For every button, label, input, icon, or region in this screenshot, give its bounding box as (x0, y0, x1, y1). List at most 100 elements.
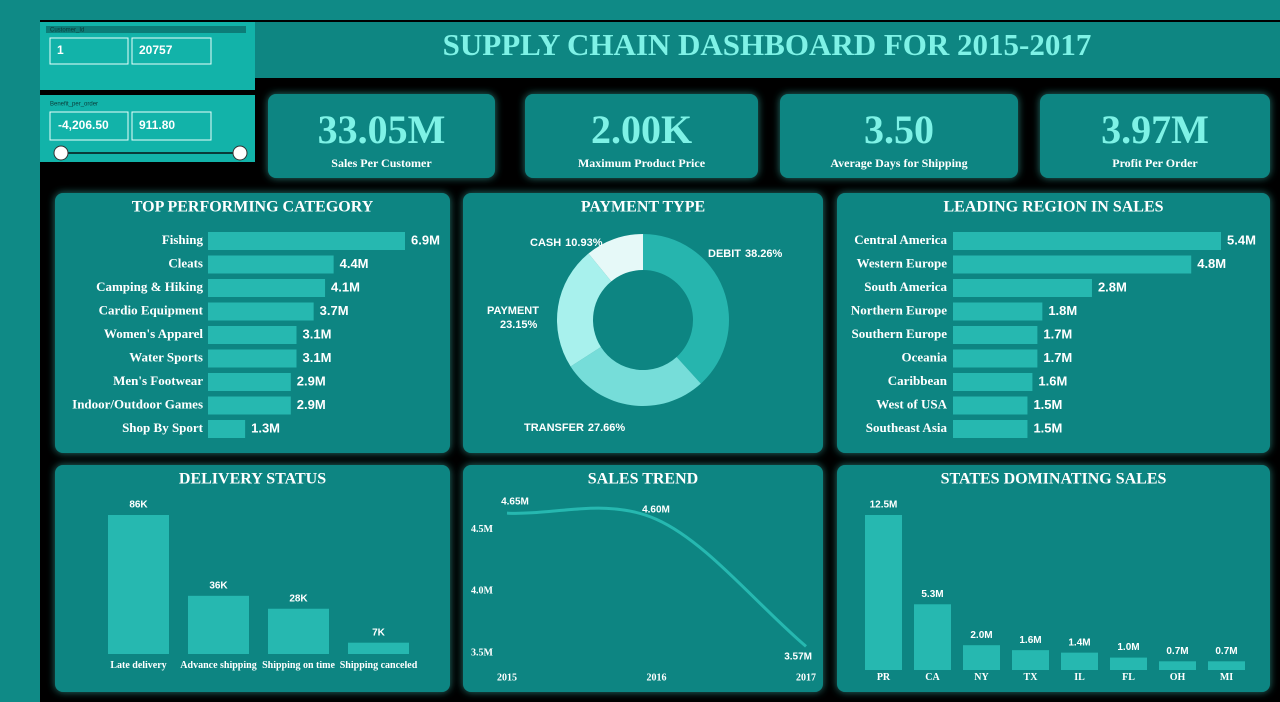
data-label: 0.7M (1215, 646, 1237, 657)
slice-value: 10.93% (565, 237, 603, 249)
bar (865, 515, 902, 670)
bar (953, 420, 1028, 438)
slicer-input[interactable] (131, 111, 212, 141)
panel (525, 94, 758, 178)
data-label: 6.9M (411, 232, 440, 247)
donut-slice (557, 253, 612, 367)
category-label-box: NY (974, 673, 989, 683)
bar (208, 349, 297, 368)
slicer-label: Customer_Id (50, 28, 84, 34)
data-label: 1.3M (251, 420, 280, 435)
bar (108, 515, 169, 654)
dashboard-title: SUPPLY CHAIN DASHBOARD FOR 2015-2017 (443, 27, 1092, 62)
bar (953, 232, 1221, 250)
category-label-box: CA (925, 673, 940, 683)
bar (953, 326, 1038, 344)
slice-label: PAYMENT 23.15% (487, 305, 539, 331)
category-label: Indoor/Outdoor Games (72, 396, 203, 411)
data-label: 86K (129, 500, 148, 511)
category-label: FL (1122, 673, 1135, 683)
category-label: Men's Footwear (113, 373, 203, 388)
x-tick-label: 2017 (796, 672, 816, 683)
data-label: 5.4M (1227, 232, 1256, 247)
slicer-input[interactable] (49, 111, 129, 141)
bar (348, 642, 409, 654)
bar (953, 279, 1092, 297)
bar (208, 279, 326, 297)
category-label: Southeast Asia (866, 420, 948, 435)
slice-value: 23.15% (500, 319, 538, 331)
bar (953, 373, 1033, 391)
panel (780, 94, 1018, 178)
data-label: 2.9M (297, 397, 326, 412)
bar (208, 232, 405, 250)
y-tick-label: 3.5M (471, 647, 494, 658)
category-label-box: TX (1024, 673, 1038, 683)
chart-title: SALES TREND (588, 471, 698, 488)
category-label: Fishing (162, 232, 204, 247)
bar (1110, 657, 1147, 670)
data-label: 1.6M (1019, 635, 1041, 646)
slider-handle[interactable] (232, 145, 248, 161)
x-tick-label: 2016 (647, 672, 667, 683)
data-label: 1.7M (1043, 326, 1072, 341)
category-label: Water Sports (129, 349, 203, 364)
slicer-max: 911.80 (139, 118, 175, 132)
slicer-header (46, 26, 246, 33)
category-label-box: MI (1220, 673, 1233, 683)
category-label-box: Shipping on time (262, 661, 335, 671)
bar (208, 302, 314, 321)
category-label: Central America (854, 232, 947, 247)
bar (1061, 652, 1098, 670)
slider-handle[interactable] (53, 145, 69, 161)
data-label: 3.1M (303, 350, 332, 365)
slice-category: PAYMENT (487, 305, 539, 317)
data-label: 1.4M (1068, 637, 1090, 648)
x-tick-label: 2015 (497, 672, 517, 683)
category-label: Advance shipping (180, 661, 257, 671)
data-label: 5.3M (921, 589, 943, 600)
data-label: 2.8M (1098, 279, 1127, 294)
data-label: 12.5M (870, 500, 898, 511)
slice-label: DEBIT 38.26% (708, 248, 783, 260)
slicer-input[interactable] (49, 37, 129, 65)
trend-line (506, 506, 807, 648)
data-label: 4.65M (501, 497, 529, 508)
panel (463, 465, 823, 692)
category-label: Shipping on time (262, 661, 335, 671)
kpi-label: Sales Per Customer (331, 156, 432, 170)
category-label: PR (876, 673, 891, 683)
category-label: CA (925, 673, 940, 683)
kpi-value: 3.50 (864, 107, 934, 152)
category-label: Cleats (168, 255, 203, 270)
panel (55, 193, 450, 453)
data-label: 4.8M (1197, 256, 1226, 271)
chart-title: TOP PERFORMING CATEGORY (132, 199, 374, 216)
category-label-box: Shipping canceled (339, 661, 418, 671)
y-tick-label: 4.5M (471, 524, 494, 535)
panel (268, 94, 495, 178)
kpi-label: Average Days for Shipping (830, 156, 967, 170)
bar (208, 326, 297, 344)
data-label: 1.8M (1048, 303, 1077, 318)
data-label: 7K (372, 627, 386, 638)
chart-title: LEADING REGION IN SALES (943, 199, 1163, 216)
slicer-max: 20757 (139, 43, 173, 57)
bar (914, 604, 951, 670)
category-label: NY (974, 673, 989, 683)
kpi-value: 3.97M (1101, 107, 1209, 152)
kpi-value: 33.05M (318, 107, 446, 152)
slice-value: 38.26% (745, 248, 783, 260)
category-label-box: Late delivery (110, 661, 166, 671)
bar (1208, 661, 1245, 670)
donut-slice (643, 234, 729, 384)
category-label-box: Advance shipping (180, 661, 257, 671)
panel (463, 193, 823, 453)
slicer-input[interactable] (131, 37, 212, 65)
category-label: Shipping canceled (339, 661, 418, 671)
donut-slice (570, 347, 701, 406)
category-label: West of USA (876, 396, 947, 411)
slicer-panel (40, 95, 255, 162)
slice-label: TRANSFER 27.66% (524, 422, 625, 434)
